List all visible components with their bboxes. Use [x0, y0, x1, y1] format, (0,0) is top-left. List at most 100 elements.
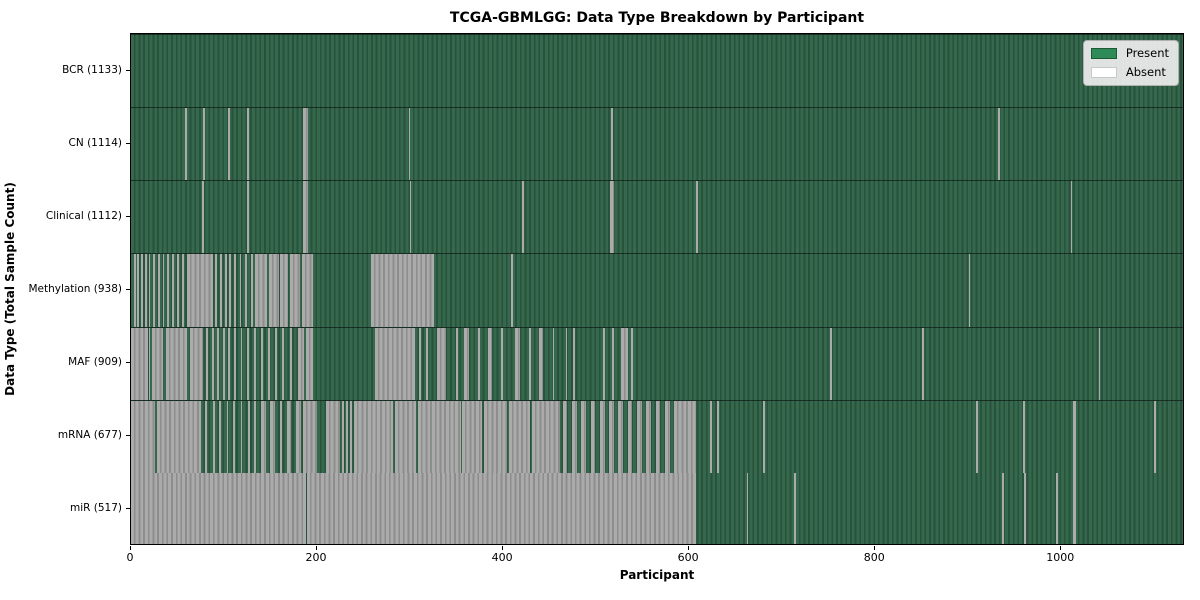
absent-run-Methylation: [141, 254, 144, 327]
absent-run-mRNA: [296, 400, 301, 473]
absent-run-MAF: [289, 327, 292, 400]
absent-run-mRNA: [710, 400, 713, 473]
absent-run-Methylation: [148, 254, 151, 327]
absent-run-MAF: [602, 327, 605, 400]
absent-run-Methylation: [224, 254, 227, 327]
ytick-label-Clinical: Clinical (1112): [45, 209, 122, 222]
chart-title: TCGA-GBMLGG: Data Type Breakdown by Part…: [449, 10, 865, 26]
absent-run-MAF: [274, 327, 277, 400]
absent-run-mRNA: [763, 400, 766, 473]
absent-run-CN: [228, 108, 231, 181]
absent-run-miR: [1055, 472, 1058, 544]
ytick-label-CN: CN (1114): [68, 136, 122, 149]
absent-run-MAF: [418, 327, 421, 400]
absent-run-CN: [203, 108, 206, 181]
absent-run-mRNA: [508, 400, 531, 473]
absent-run-mRNA: [353, 400, 393, 473]
absent-run-MAF: [260, 327, 263, 400]
absent-run-MAF: [621, 327, 628, 400]
absent-run-Clinical: [521, 181, 524, 254]
absent-run-Methylation: [245, 254, 248, 327]
ytick-label-MAF: MAF (909): [68, 356, 122, 369]
absent-run-MAF: [426, 327, 429, 400]
absent-run-Methylation: [269, 254, 279, 327]
absent-run-mRNA: [270, 400, 275, 473]
absent-run-mRNA: [532, 400, 560, 473]
absent-run-MAF: [247, 327, 249, 400]
absent-run-Clinical: [302, 181, 309, 254]
row-CN: [131, 107, 1183, 181]
xtick-mark: [316, 546, 318, 550]
absent-run-mRNA: [131, 400, 156, 473]
absent-run-MAF: [298, 327, 304, 400]
absent-run-Methylation: [215, 254, 218, 327]
absent-run-Methylation: [370, 254, 434, 327]
absent-run-Methylation: [182, 254, 184, 327]
absent-run-MAF: [166, 327, 187, 400]
absent-run-CN: [302, 108, 309, 181]
absent-run-miR: [1072, 472, 1077, 544]
absent-run-MAF: [148, 327, 151, 400]
absent-run-Methylation: [144, 254, 147, 327]
absent-run-mRNA: [1023, 400, 1026, 473]
absent-run-mRNA: [637, 400, 642, 473]
xtick-mark: [688, 546, 690, 550]
absent-run-Methylation: [137, 254, 140, 327]
absent-run-MAF: [565, 327, 568, 400]
absent-run-MAF: [240, 327, 243, 400]
absent-run-MAF: [501, 327, 504, 400]
ytick-mark: [126, 362, 130, 364]
ytick-mark: [126, 215, 130, 217]
absent-run-Methylation: [289, 254, 300, 327]
absent-run-mRNA: [417, 400, 461, 473]
absent-run-MAF: [375, 327, 416, 400]
absent-run-Clinical: [247, 181, 249, 254]
absent-run-Clinical: [409, 181, 412, 254]
absent-run-MAF: [254, 327, 257, 400]
absent-run-MAF: [228, 327, 231, 400]
absent-run-Methylation: [234, 254, 236, 327]
absent-run-Methylation: [157, 254, 160, 327]
legend-item-absent: Absent: [1090, 65, 1169, 79]
absent-run-CN: [184, 108, 187, 181]
absent-run-Methylation: [171, 254, 174, 327]
absent-run-MAF: [282, 327, 285, 400]
xtick-label: 200: [305, 551, 327, 564]
xtick-label: 400: [491, 551, 513, 564]
absent-run-MAF: [222, 327, 225, 400]
row-miR: [131, 472, 1183, 544]
row-BCR: [131, 34, 1183, 108]
absent-run-MAF: [268, 327, 271, 400]
ytick-mark: [126, 435, 130, 437]
ytick-label-miR: miR (517): [69, 502, 122, 515]
absent-run-MAF: [922, 327, 924, 400]
absent-run-mRNA: [346, 400, 349, 473]
absent-run-MAF: [631, 327, 634, 400]
absent-run-Methylation: [186, 254, 213, 327]
absent-run-miR: [793, 472, 796, 544]
absent-run-mRNA: [240, 400, 243, 473]
absent-run-miR: [1024, 472, 1027, 544]
absent-run-Methylation: [255, 254, 268, 327]
row-Methylation: [131, 253, 1183, 327]
absent-run-mRNA: [1072, 400, 1077, 473]
absent-run-MAF: [217, 327, 220, 400]
absent-run-mRNA: [156, 400, 201, 473]
absent-run-mRNA: [590, 400, 596, 473]
absent-run-mRNA: [572, 400, 577, 473]
absent-run-MAF: [464, 327, 469, 400]
absent-run-MAF: [529, 327, 532, 400]
ytick-mark: [126, 508, 130, 510]
legend-item-present: Present: [1090, 46, 1169, 60]
legend-swatch-present: [1090, 47, 1117, 59]
absent-run-MAF: [552, 327, 555, 400]
xtick-label: 1000: [1046, 551, 1075, 564]
xtick-label: 600: [677, 551, 699, 564]
ytick-mark: [126, 142, 130, 144]
legend: Present Absent: [1082, 40, 1179, 86]
absent-run-Methylation: [177, 254, 180, 327]
xtick-mark: [130, 546, 131, 550]
absent-run-mRNA: [716, 400, 719, 473]
absent-run-CN: [247, 108, 249, 181]
